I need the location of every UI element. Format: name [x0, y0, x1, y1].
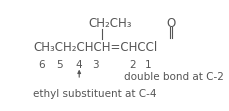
Text: O: O	[166, 17, 175, 30]
Text: CH₂CH₃: CH₂CH₃	[89, 17, 132, 30]
Text: 1: 1	[145, 60, 152, 70]
Text: 4: 4	[76, 60, 82, 70]
Text: 6: 6	[39, 60, 45, 70]
Text: ethyl substituent at C-4: ethyl substituent at C-4	[33, 89, 157, 99]
Text: 5: 5	[56, 60, 63, 70]
Text: 3: 3	[92, 60, 98, 70]
Text: 2: 2	[129, 60, 136, 70]
Text: double bond at C-2: double bond at C-2	[124, 72, 224, 82]
Text: CH₃CH₂CHCH=CHCCl: CH₃CH₂CHCH=CHCCl	[33, 41, 157, 54]
